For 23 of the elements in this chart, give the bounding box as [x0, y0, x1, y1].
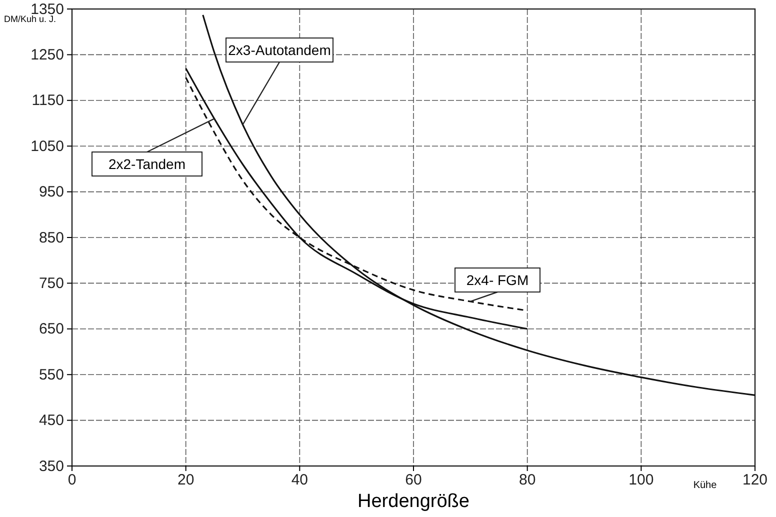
y-tick-label: 750 [38, 275, 64, 292]
x-tick-label: 40 [291, 472, 308, 489]
x-tick-label: 100 [628, 472, 654, 489]
y-tick-label: 950 [38, 184, 64, 201]
y-axis-title: DM/Kuh u. J. [4, 14, 56, 24]
y-tick-label: 850 [38, 229, 64, 246]
y-tick-label: 650 [38, 320, 64, 338]
y-tick-label: 450 [38, 412, 64, 430]
series-label: 2x4- FGM [466, 272, 529, 288]
x-tick-label: 80 [518, 472, 536, 489]
series-label: 2x3-Autotandem [228, 42, 331, 58]
text: 2x2-Tandem [108, 156, 186, 172]
y-tick-label: 1050 [30, 138, 64, 155]
y-tick-label: 350 [38, 458, 64, 475]
x-tick-label: 0 [68, 472, 76, 489]
y-tick-label: 1250 [30, 46, 64, 64]
y-tick-label: 550 [38, 366, 64, 384]
x-tick-label: 120 [742, 472, 768, 489]
x-axis-title: Herdengröße [358, 491, 470, 512]
x-tick-label: 60 [405, 472, 422, 489]
text: Kühe [693, 480, 718, 491]
y-tick-label: 1150 [32, 92, 64, 110]
x-tick-label: 20 [177, 472, 194, 489]
